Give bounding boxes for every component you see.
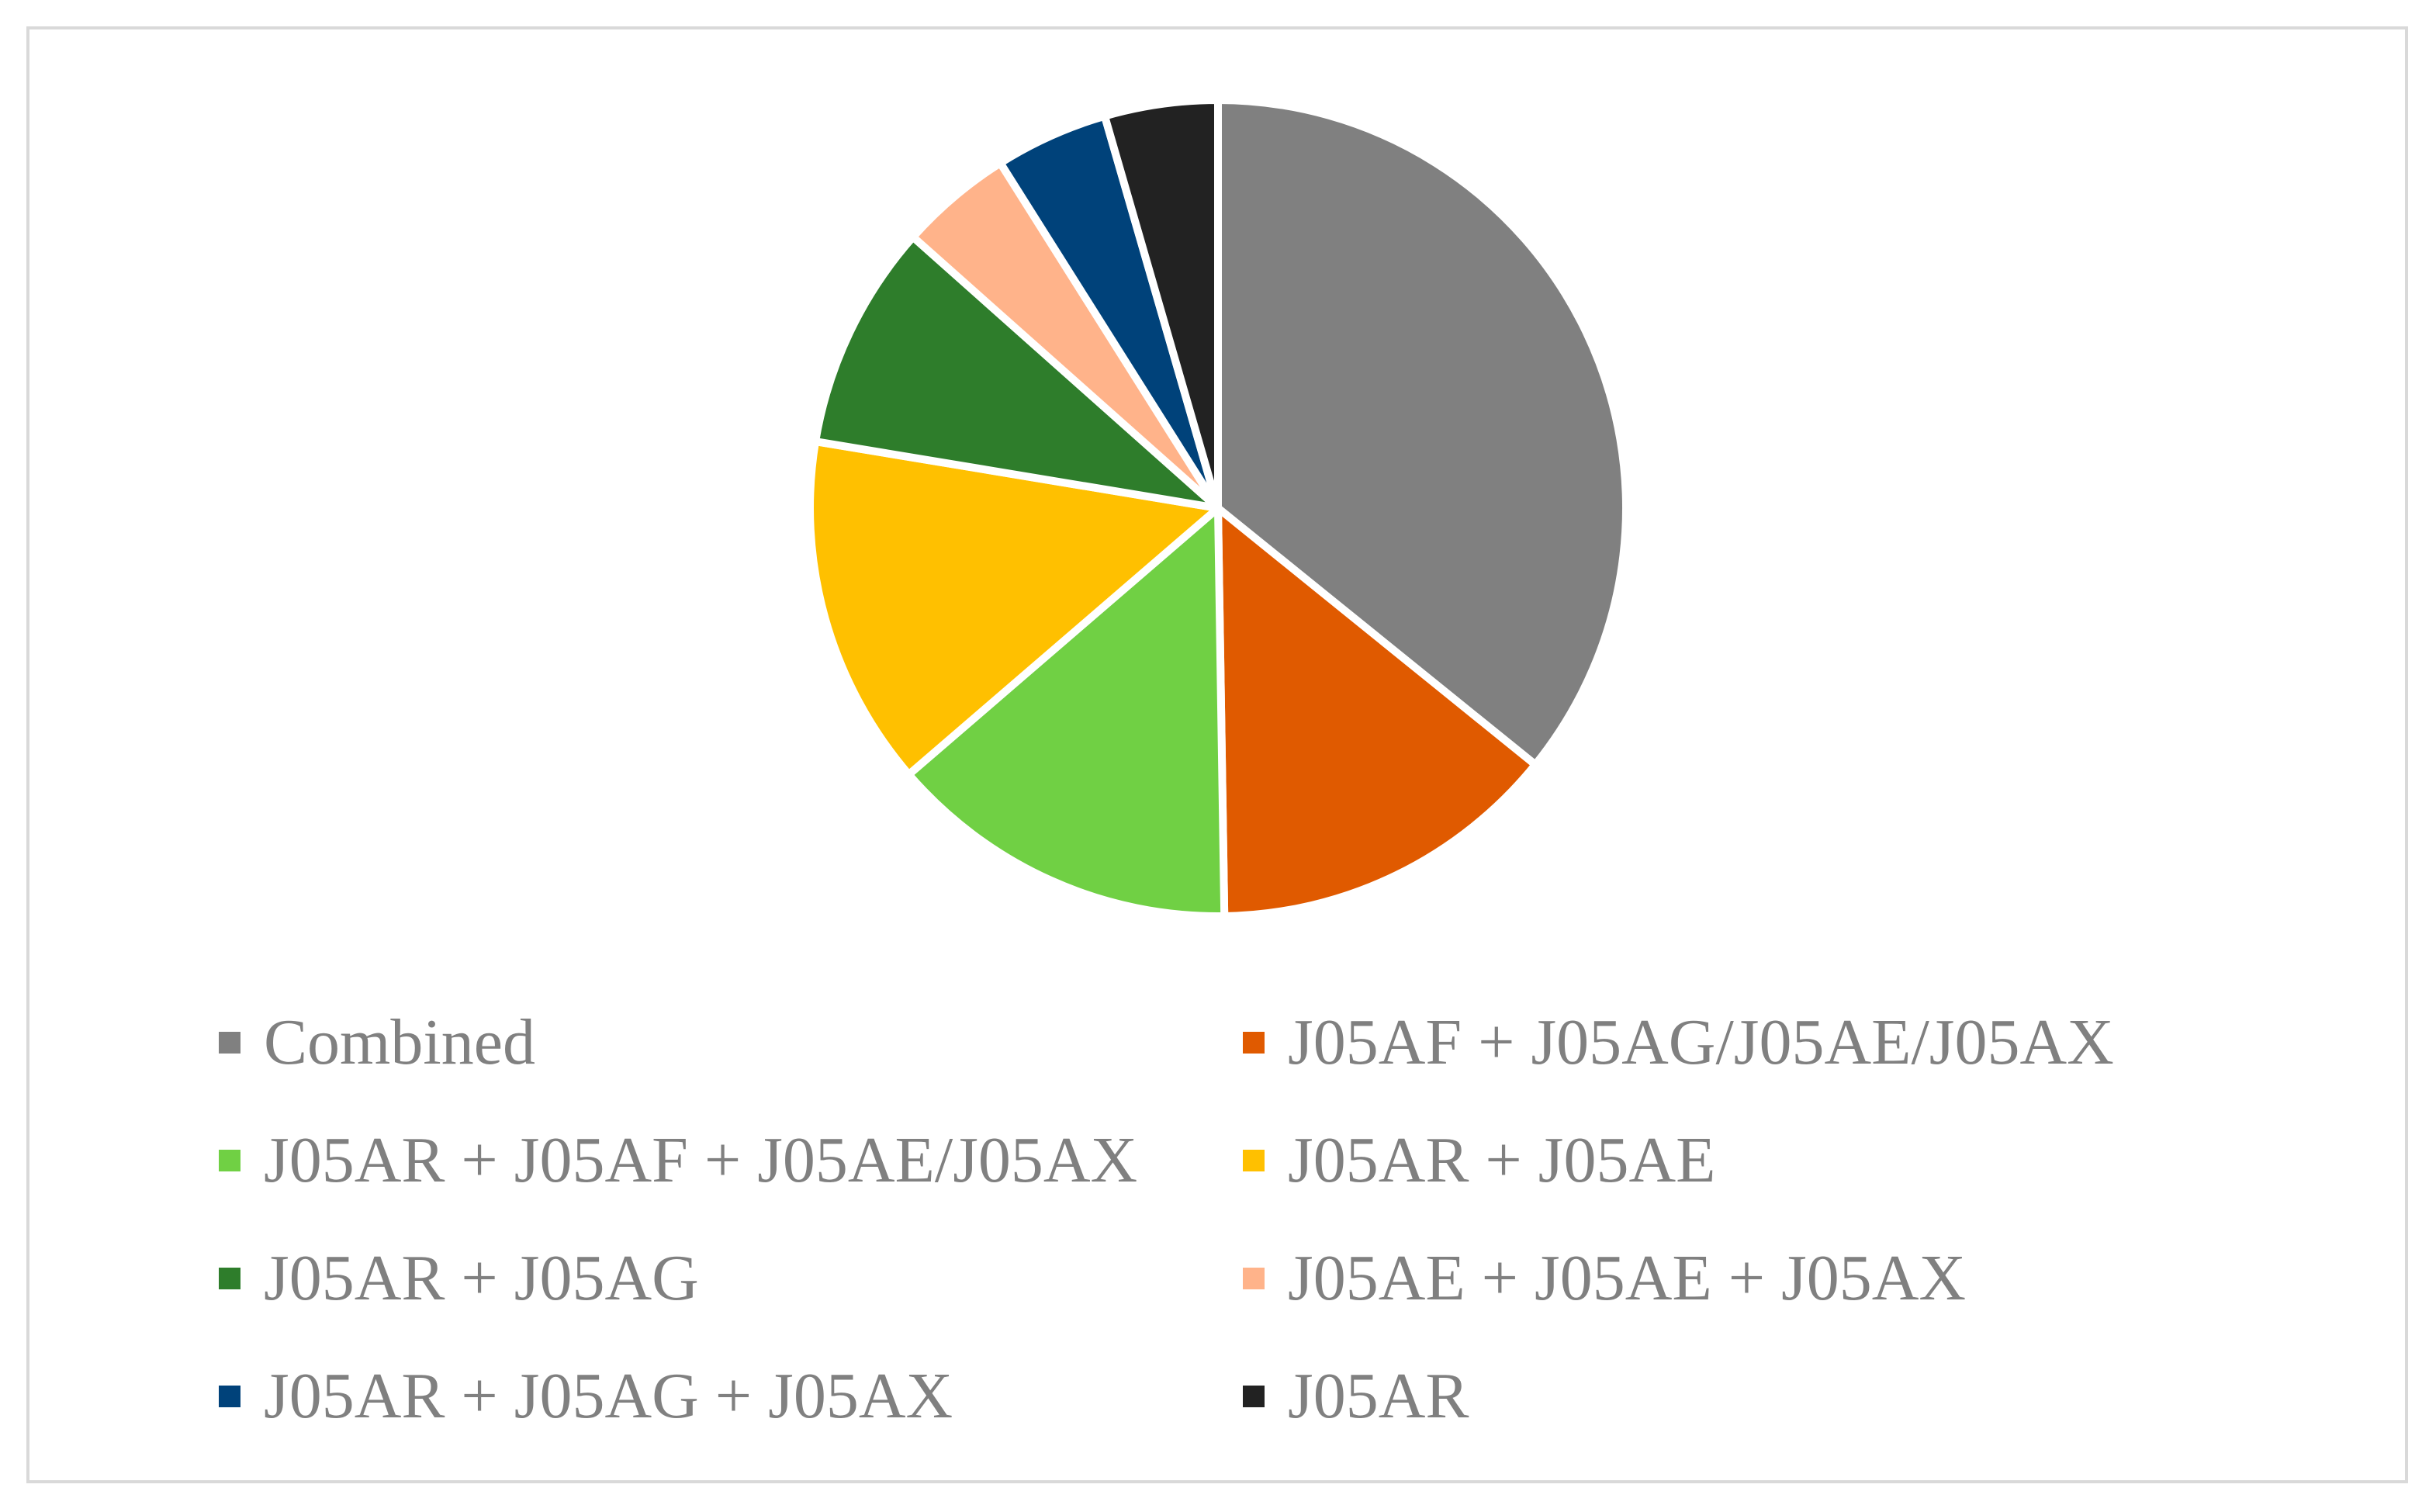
- pie-slice-combined: [1214, 96, 1630, 769]
- legend-label: J05AR + J05AG + J05AX: [264, 1360, 953, 1432]
- legend-item-j05ar-j05ae: J05AR + J05AE: [1243, 1123, 2174, 1198]
- legend-label: J05AR + J05AE: [1288, 1124, 1716, 1196]
- legend-label: J05AR + J05AG: [264, 1242, 699, 1314]
- legend-label: J05AR: [1288, 1360, 1469, 1432]
- legend-swatch: [1243, 1150, 1265, 1171]
- legend-swatch: [1243, 1032, 1265, 1054]
- legend-item-j05ar-j05ag: J05AR + J05AG: [219, 1241, 1243, 1316]
- legend-swatch: [219, 1386, 240, 1407]
- pie-slice-j05ar-j05ag: [811, 233, 1222, 512]
- legend-swatch: [1243, 1386, 1265, 1407]
- legend-item-j05ar: J05AR: [1243, 1359, 2174, 1434]
- legend-swatch: [219, 1268, 240, 1289]
- legend-swatch: [219, 1032, 240, 1054]
- legend-item-j05af-j05ag-j05ae-j05ax: J05AF + J05AG/J05AE/J05AX: [1243, 1005, 2174, 1080]
- legend: Combined J05AF + J05AG/J05AE/J05AX J05AR…: [219, 1005, 2174, 1434]
- legend-item-combined: Combined: [219, 1005, 1243, 1080]
- legend-label: J05AE + J05AE + J05AX: [1288, 1242, 1967, 1314]
- legend-swatch: [219, 1150, 240, 1171]
- legend-item-j05ar-j05af-j05ae-j05ax: J05AR + J05AF + J05AE/J05AX: [219, 1123, 1243, 1198]
- legend-label: Combined: [264, 1006, 535, 1078]
- legend-item-j05ar-j05ag-j05ax: J05AR + J05AG + J05AX: [219, 1359, 1243, 1434]
- legend-label: J05AF + J05AG/J05AE/J05AX: [1288, 1006, 2114, 1078]
- legend-swatch: [1243, 1268, 1265, 1289]
- legend-item-j05ae-j05ae-j05ax: J05AE + J05AE + J05AX: [1243, 1241, 2174, 1316]
- pie-slice-j05ar-j05af-j05ae-j05ax: [905, 504, 1229, 920]
- pie-slice-j05ar-j05ae: [806, 438, 1222, 779]
- legend-label: J05AR + J05AF + J05AE/J05AX: [264, 1124, 1138, 1196]
- pie-slice-j05ar: [1100, 96, 1222, 512]
- pie-slice-j05af-j05ag-j05ae-j05ax: [1214, 504, 1540, 920]
